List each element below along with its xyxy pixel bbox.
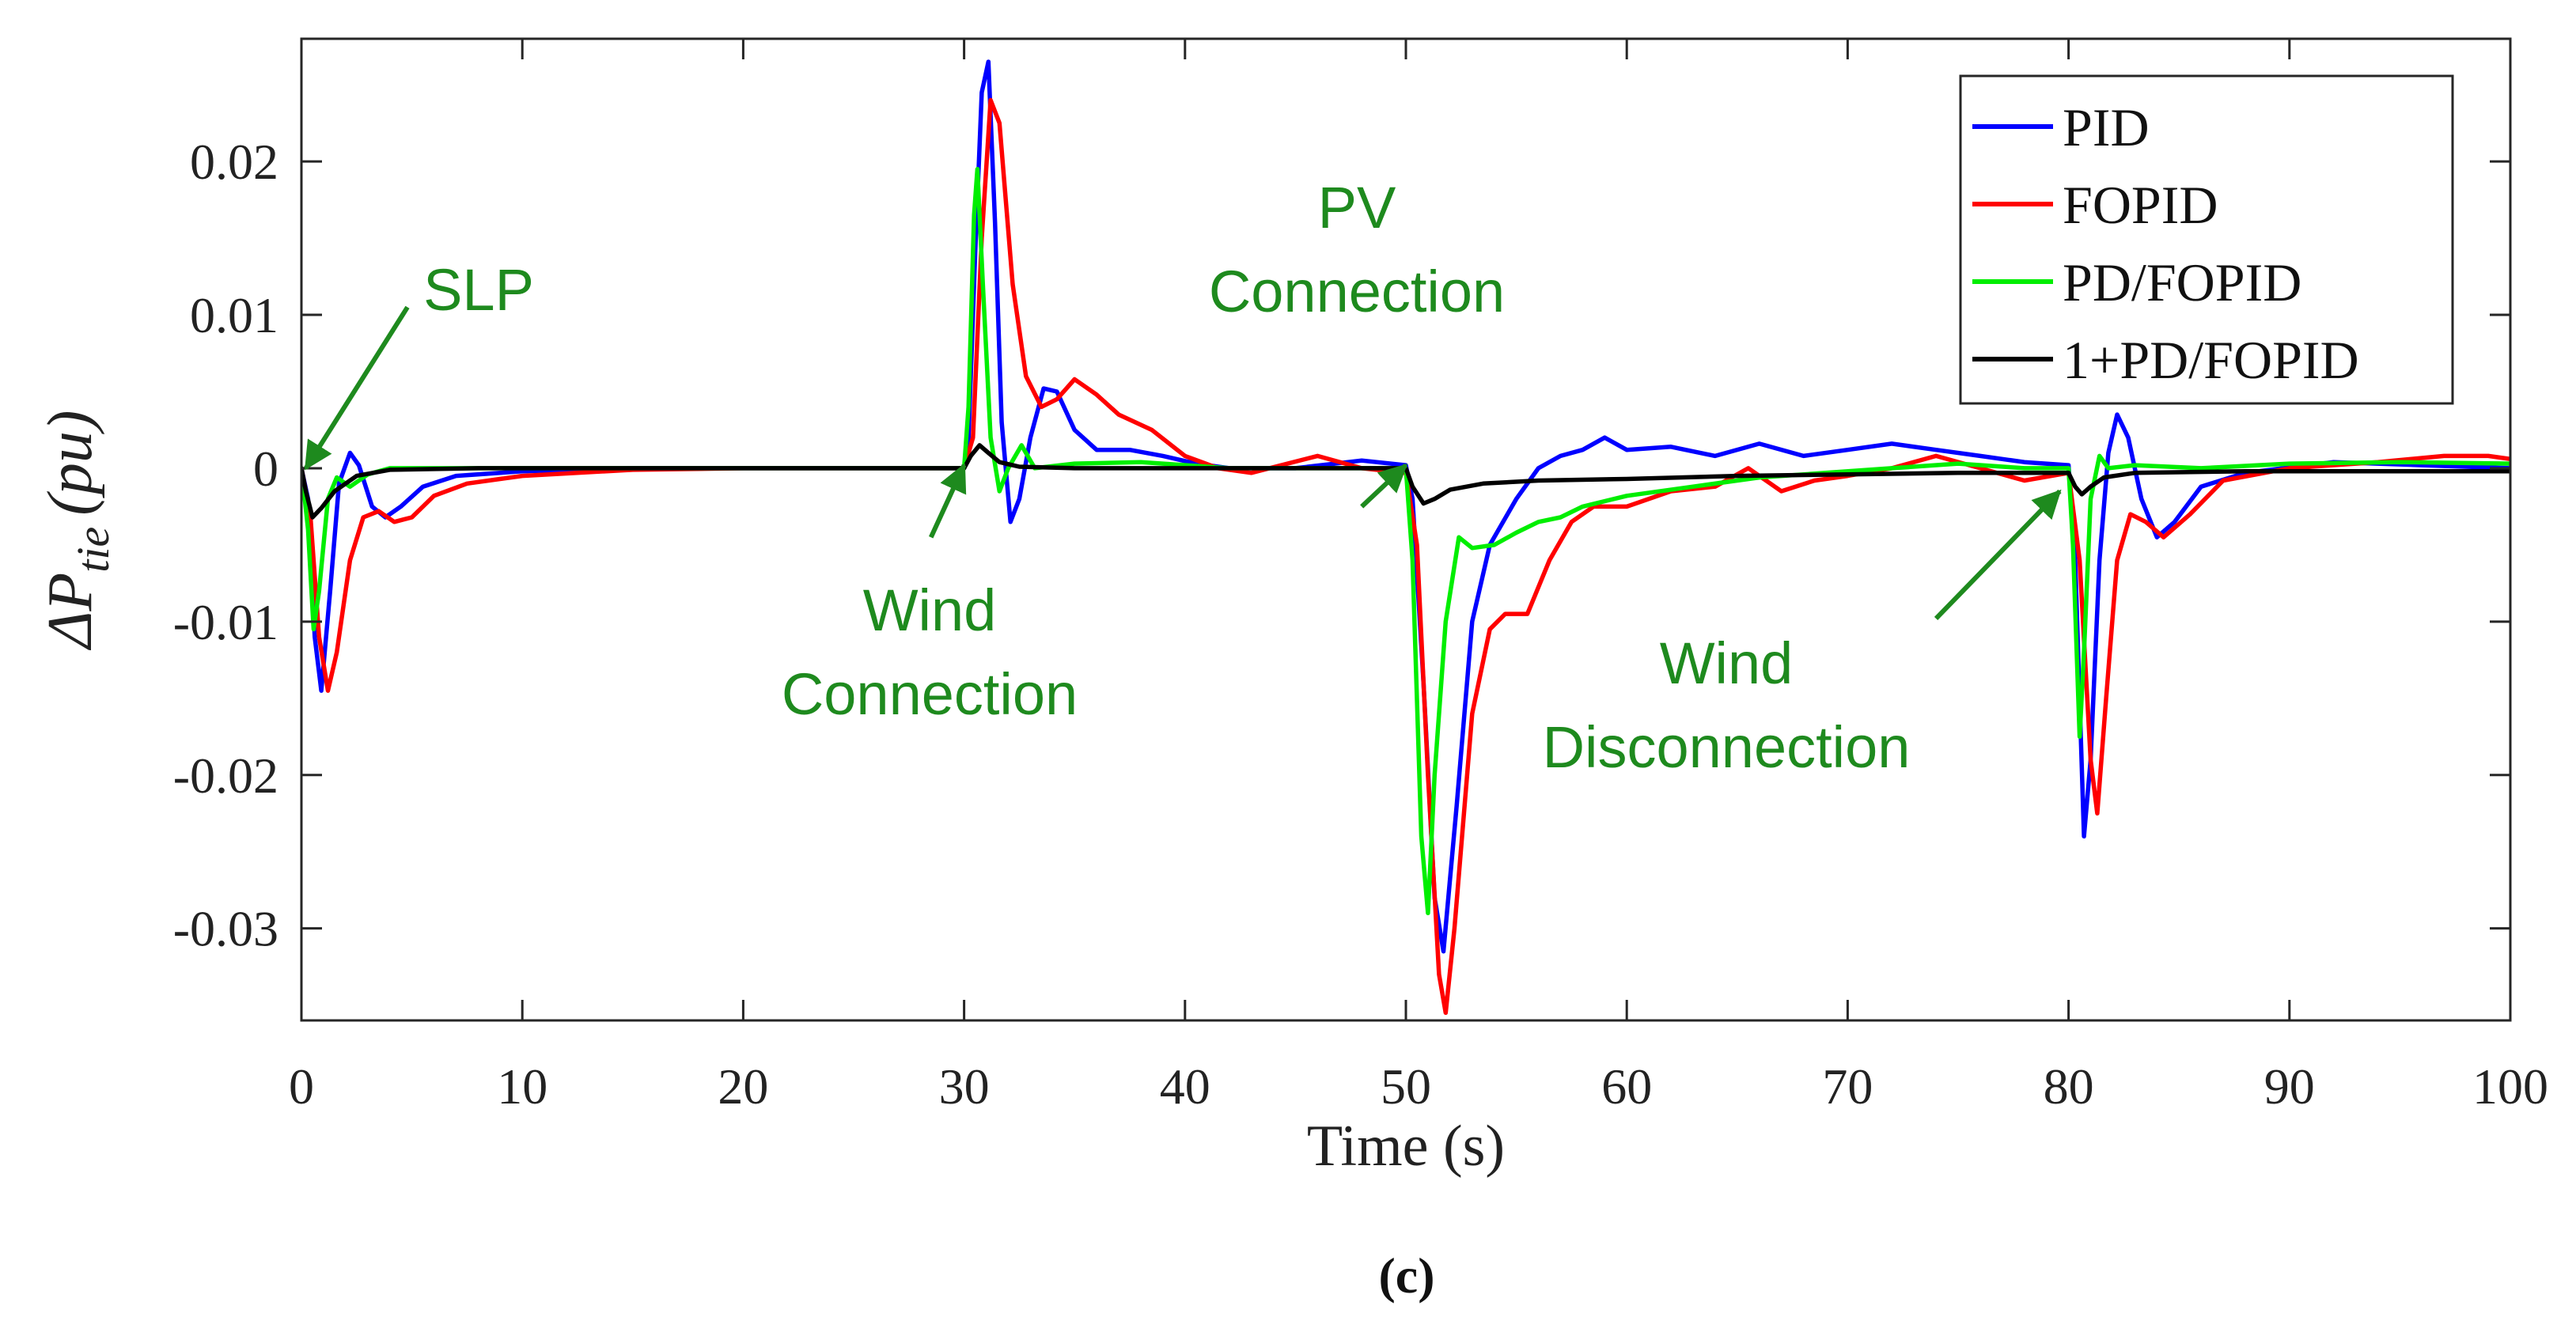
x-tick-label: 70: [1822, 1058, 1873, 1115]
y-tick-labels: 0.02 0.01 0 -0.01 -0.02 -0.03: [173, 134, 278, 957]
y-axis-label-subscript: tie: [67, 527, 119, 573]
legend-entries: PID FOPID PD/FOPID 1+PD/FOPID: [1972, 97, 2359, 390]
legend-box: [1959, 74, 2454, 405]
legend-label-1-pd-fopid: 1+PD/FOPID: [2063, 330, 2359, 390]
y-tick-label: -0.03: [173, 901, 278, 957]
legend: PID FOPID PD/FOPID 1+PD/FOPID: [1959, 74, 2454, 405]
x-tick-label: 100: [2472, 1058, 2548, 1115]
axis-ticks: [300, 39, 2512, 1020]
legend-label-pd-fopid: PD/FOPID: [2063, 252, 2301, 312]
y-tick-label: -0.02: [173, 748, 278, 804]
series-line-fopid: [301, 97, 2510, 1016]
legend-label-fopid: FOPID: [2063, 175, 2218, 235]
x-tick-label: 30: [939, 1058, 990, 1115]
y-axis-label-prefix: ΔP: [36, 573, 105, 651]
x-tick-labels: 0 10 20 30 40 50 60 70 80 90 100: [289, 1058, 2548, 1115]
annotation-label-slp: SLP: [423, 257, 534, 323]
annotation-label-wind-connection: Wind: [863, 577, 997, 643]
annotations: SLP Wind Connection PV Connection Wind Disconn…: [304, 175, 2062, 780]
x-tick-label: 0: [289, 1058, 314, 1115]
y-tick-label: 0: [253, 441, 278, 497]
annotation-arrow-wind-disconnection: [1934, 489, 2062, 621]
annotation-label-wind-disconnection: Disconnection: [1543, 714, 1911, 780]
x-tick-label: 10: [497, 1058, 547, 1115]
x-tick-label: 40: [1160, 1058, 1210, 1115]
annotation-label-wind-connection: Connection: [782, 661, 1078, 727]
annotation-arrow-slp: [304, 305, 410, 471]
annotation-label-wind-disconnection: Wind: [1660, 630, 1794, 696]
annotation-label-pv-connection: PV: [1318, 175, 1396, 240]
annotation-arrow-wind-connection: [928, 463, 967, 539]
series-lines: [301, 59, 2510, 1016]
y-tick-label: -0.01: [173, 594, 278, 650]
annotation-label-pv-connection: Connection: [1209, 259, 1505, 324]
x-tick-label: 60: [1601, 1058, 1652, 1115]
y-axis-label-unit: (pu): [36, 410, 105, 515]
x-tick-label: 90: [2264, 1058, 2315, 1115]
series-line-1-pd-fopid: [301, 443, 2510, 520]
y-tick-label: 0.01: [190, 287, 278, 343]
panel-label: (c): [1378, 1247, 1434, 1304]
x-tick-label: 20: [718, 1058, 768, 1115]
x-tick-label: 80: [2044, 1058, 2094, 1115]
annotation-arrow-pv-connection: [1360, 463, 1408, 509]
y-axis-label: ΔPtie (pu): [36, 410, 119, 650]
x-tick-label: 50: [1381, 1058, 1431, 1115]
legend-label-pid: PID: [2063, 97, 2150, 157]
x-axis-label: Time (s): [1307, 1114, 1505, 1179]
y-tick-label: 0.02: [190, 134, 278, 190]
